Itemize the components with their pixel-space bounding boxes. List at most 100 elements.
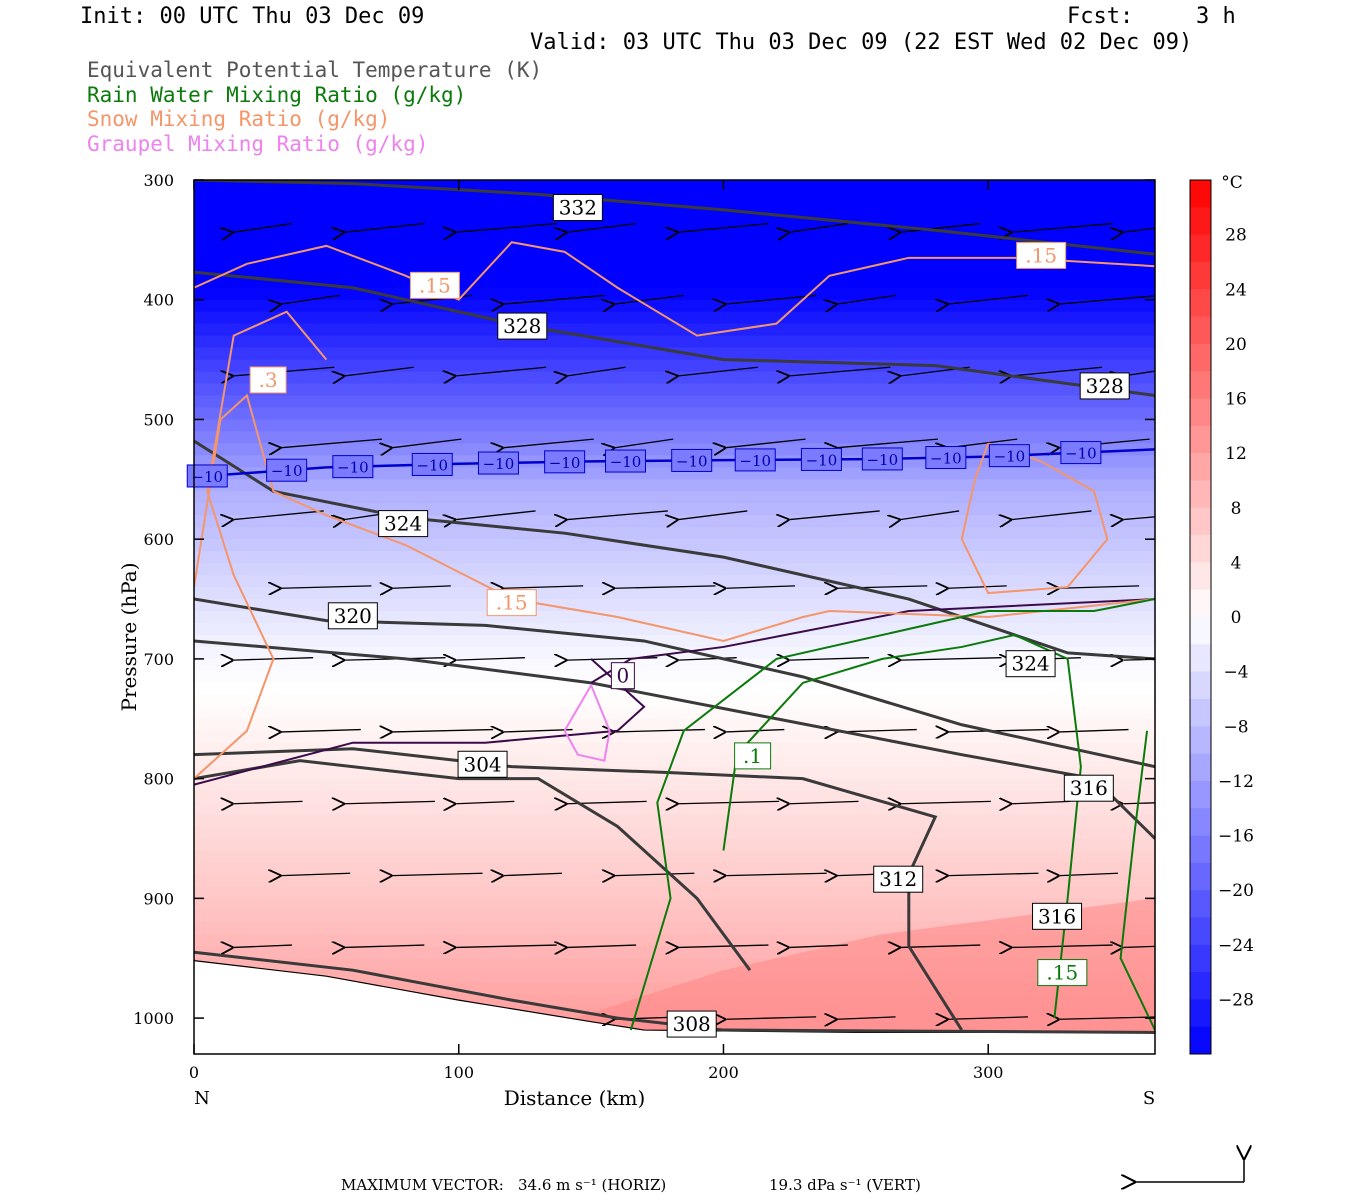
temperature-band — [194, 706, 1155, 720]
wind-vector — [790, 801, 859, 803]
temperature-band — [194, 203, 1155, 217]
isotherm-label: −10 — [734, 448, 776, 472]
theta-e-label-box — [1032, 902, 1083, 930]
temperature-band — [194, 383, 1155, 397]
temperature-band — [194, 359, 1155, 373]
wind-vector — [1060, 1017, 1155, 1019]
temperature-band — [194, 694, 1155, 708]
snow-label-box — [1016, 241, 1067, 269]
theta-e-label-text: 320 — [334, 604, 372, 628]
snow-label-box — [249, 366, 287, 394]
colorbar-unit: °C — [1221, 173, 1243, 193]
wind-vector — [901, 658, 1002, 660]
wind-vector — [281, 438, 383, 448]
field-legend-theta-e: Equivalent Potential Temperature (K) — [87, 58, 543, 82]
y-tick-label: 400 — [143, 291, 174, 310]
snow-label-box — [486, 589, 537, 617]
isotherm-label-box — [186, 464, 228, 488]
colorbar-swatch — [1190, 343, 1211, 372]
temperature-band — [194, 551, 1155, 564]
colorbar-swatch — [1190, 644, 1211, 673]
temperature-band — [194, 730, 1155, 744]
isotherm-label: −10 — [411, 452, 453, 476]
wind-vector — [1123, 658, 1155, 660]
temperature-band — [194, 718, 1155, 732]
colorbar-swatch — [1190, 589, 1211, 618]
temperature-shading — [194, 180, 1155, 1054]
isotherm-label-text: −10 — [191, 468, 223, 486]
theta-e-contour — [194, 180, 1155, 256]
isotherm-label-text: −10 — [676, 452, 708, 470]
ground-area — [194, 960, 1155, 1054]
theta-e-label-text: 332 — [559, 196, 597, 220]
isotherm-label: −10 — [861, 447, 903, 471]
theta-e-label-box — [327, 602, 378, 630]
snow-label-text: .15 — [419, 273, 451, 297]
y-axis-label: Pressure (hPa) — [117, 563, 141, 712]
rain-label-text: .1 — [743, 744, 762, 768]
colorbar-swatch — [1190, 972, 1211, 1000]
isotherm-label-text: −10 — [610, 453, 642, 471]
y-tick-label: 1000 — [133, 1009, 174, 1028]
wind-vector — [837, 586, 928, 588]
theta-e-label-box — [873, 865, 924, 893]
snow-label: .15 — [409, 271, 460, 299]
theta-e-label-text: 316 — [1038, 904, 1076, 928]
wind-vector — [456, 366, 547, 376]
wind-vector — [1012, 366, 1103, 376]
wind-vector — [790, 945, 848, 947]
temperature-band — [194, 563, 1155, 576]
temperature-band — [194, 263, 1155, 277]
valid-time: Valid: 03 UTC Thu 03 Dec 09 (22 EST Wed … — [530, 30, 1193, 55]
reference-vector — [1136, 1160, 1244, 1182]
isotherm-label: −10 — [605, 449, 647, 473]
wind-vector — [345, 945, 425, 947]
theta-e-label-text: 324 — [384, 512, 422, 536]
wind-vector — [504, 294, 605, 304]
wind-vector — [456, 222, 557, 233]
y-tick-label: 500 — [143, 410, 174, 429]
theta-e-label: 324 — [378, 510, 429, 538]
wind-vector — [615, 294, 684, 304]
theta-e-contour — [194, 759, 752, 972]
temperature-band — [194, 515, 1155, 528]
temperature-band — [194, 838, 1155, 852]
theta-e-label-text: 328 — [503, 314, 541, 338]
temperature-band — [194, 886, 1155, 899]
wind-vector — [456, 801, 515, 803]
wind-vector — [234, 801, 303, 803]
isotherm-label-text: −10 — [549, 454, 581, 472]
wind-vector — [901, 801, 991, 803]
wind-vector — [949, 586, 1007, 588]
colorbar-swatch — [1190, 234, 1211, 263]
isotherm-label-text: −10 — [806, 451, 838, 469]
wind-vector — [949, 873, 1039, 875]
theta-e-label: 312 — [873, 865, 924, 893]
freezing-label: 0 — [610, 662, 635, 690]
colorbar-tick-label: −24 — [1218, 936, 1254, 956]
wind-vector — [726, 438, 806, 448]
isotherm-label-box — [266, 458, 308, 482]
rain-contour — [1119, 730, 1155, 1031]
snow-label-box — [409, 271, 460, 299]
theta-e-contour — [194, 747, 964, 1031]
isotherm-label-box — [800, 447, 842, 471]
theta-e-label-text: 328 — [1086, 374, 1124, 398]
wind-vector — [1123, 367, 1155, 376]
wind-vector — [1123, 224, 1155, 233]
wind-vector — [567, 945, 637, 947]
freezing-label-text: 0 — [617, 664, 630, 688]
colorbar-swatch — [1190, 261, 1211, 290]
theta-e-label: 320 — [327, 602, 378, 630]
graupel-contour — [563, 684, 611, 762]
theta-e-label-text: 316 — [1070, 776, 1108, 800]
theta-e-label: 328 — [1079, 372, 1130, 400]
wind-vector — [456, 510, 536, 520]
temperature-band — [194, 251, 1155, 265]
wind-vector — [678, 945, 769, 947]
wind-vector — [234, 945, 292, 947]
colorbar-swatch — [1190, 917, 1211, 946]
theta-e-contour — [194, 597, 1155, 769]
wind-vector — [901, 510, 960, 520]
rain-contour — [722, 633, 1082, 1019]
